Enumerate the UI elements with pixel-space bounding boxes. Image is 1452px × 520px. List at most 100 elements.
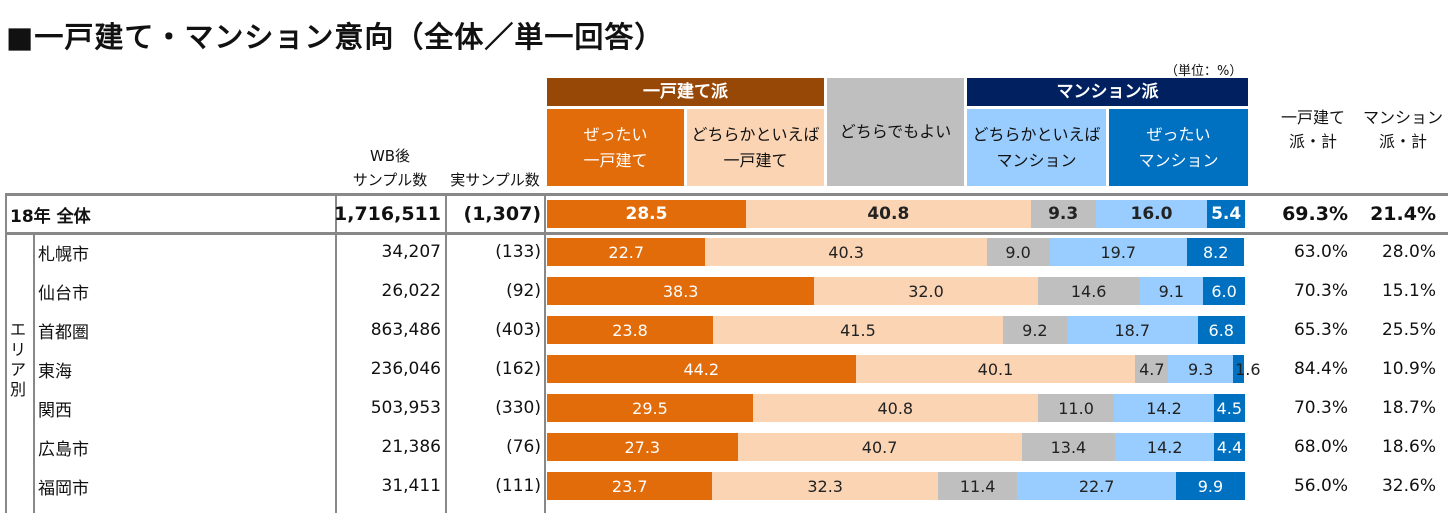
data-label: 14.2 xyxy=(1146,398,1182,418)
area-label: エリア別 xyxy=(9,320,26,399)
bar-segment: 5.4 xyxy=(1207,200,1245,228)
bar-segment: 16.0 xyxy=(1095,200,1208,228)
total-house-value: 84.4% xyxy=(1293,359,1348,379)
divider xyxy=(33,235,35,513)
total-mansion-value: 10.9% xyxy=(1381,359,1436,379)
bar-segment: 38.3 xyxy=(547,277,815,305)
bar-segment: 40.8 xyxy=(745,200,1031,228)
divider xyxy=(5,193,7,513)
data-label: 32.0 xyxy=(908,281,944,301)
data-label: 28.5 xyxy=(625,204,668,224)
bar-segment: 19.7 xyxy=(1049,238,1188,266)
data-label: 40.1 xyxy=(977,359,1014,379)
bar-segment: 23.8 xyxy=(547,316,714,344)
bar-segment: 14.2 xyxy=(1114,394,1214,422)
real-sample-count: (1,307) xyxy=(463,203,541,225)
header-rather-house: どちらかといえば 一戸建て xyxy=(687,109,824,186)
total-mansion-value: 28.0% xyxy=(1381,242,1436,262)
data-label: 9.1 xyxy=(1158,281,1185,301)
data-label: 4.4 xyxy=(1216,437,1243,457)
row-label: 仙台市 xyxy=(38,283,89,304)
total-mansion-value: 32.6% xyxy=(1381,476,1436,496)
data-label: 27.3 xyxy=(624,437,661,457)
bar-segment: 9.1 xyxy=(1139,277,1204,305)
total-house-value: 69.3% xyxy=(1282,203,1348,225)
row-label: 広島市 xyxy=(38,439,89,460)
bar-segment: 8.2 xyxy=(1187,238,1245,266)
real-sample-count: (403) xyxy=(495,320,541,340)
bar-segment: 1.6 xyxy=(1233,355,1261,383)
bar-segment: 27.3 xyxy=(547,433,738,461)
wb-sample-count: 34,207 xyxy=(381,242,441,262)
total-mansion-value: 21.4% xyxy=(1370,203,1436,225)
wb-sample-count: 863,486 xyxy=(370,320,441,340)
real-sample-count: (330) xyxy=(495,398,541,418)
row-label: 関西 xyxy=(38,400,72,421)
bar-segment: 28.5 xyxy=(547,200,746,228)
bar-segment: 22.7 xyxy=(547,238,706,266)
bar-segment: 40.3 xyxy=(705,238,987,266)
data-label: 4.5 xyxy=(1216,398,1242,418)
bar-segment: 18.7 xyxy=(1067,316,1198,344)
header-rather-mansion: どちらかといえば マンション xyxy=(967,109,1106,186)
real-sample-header: 実サンプル数 xyxy=(450,171,540,189)
wb-sample-count: 503,953 xyxy=(370,398,441,418)
bar-segment: 11.0 xyxy=(1037,394,1115,422)
data-label: 22.7 xyxy=(608,242,645,262)
data-label: 23.7 xyxy=(611,476,648,496)
data-label: 6.8 xyxy=(1208,320,1234,340)
data-label: 9.3 xyxy=(1048,204,1079,224)
data-label: 40.3 xyxy=(828,242,864,262)
data-label: 44.2 xyxy=(683,359,720,379)
bar-segment: 9.3 xyxy=(1168,355,1234,383)
bar-segment: 41.5 xyxy=(713,316,1003,344)
bar-segment: 29.5 xyxy=(547,394,753,422)
data-label: 40.8 xyxy=(867,204,910,224)
real-sample-count: (133) xyxy=(495,242,541,262)
data-label: 1.6 xyxy=(1235,359,1261,379)
data-label: 9.0 xyxy=(1005,242,1031,262)
divider xyxy=(335,193,337,513)
data-label: 32.3 xyxy=(807,476,843,496)
group-header-house: 一戸建て派 xyxy=(547,78,824,106)
data-label: 22.7 xyxy=(1078,476,1115,496)
data-label: 19.7 xyxy=(1100,242,1137,262)
bar-segment: 22.7 xyxy=(1017,472,1176,500)
bar-segment: 40.7 xyxy=(737,433,1022,461)
data-label: 38.3 xyxy=(662,281,699,301)
wb-sample-count: 21,386 xyxy=(381,437,441,457)
bar-segment: 13.4 xyxy=(1021,433,1116,461)
wb-sample-count: 26,022 xyxy=(381,281,441,301)
data-label: 13.4 xyxy=(1050,437,1087,457)
data-label: 11.4 xyxy=(959,476,996,496)
total-mansion-value: 25.5% xyxy=(1381,320,1436,340)
wb-sample-count: 31,411 xyxy=(381,476,441,496)
data-label: 11.0 xyxy=(1058,398,1094,418)
data-label: 14.2 xyxy=(1146,437,1183,457)
data-label: 5.4 xyxy=(1211,204,1242,224)
data-label: 18.7 xyxy=(1114,320,1151,340)
data-label: 40.7 xyxy=(861,437,898,457)
data-label: 6.0 xyxy=(1211,281,1237,301)
wb-sample-header: WB後 サンプル数 xyxy=(352,147,428,189)
data-label: 40.8 xyxy=(877,398,914,418)
unit-label: （単位：%） xyxy=(1165,64,1243,79)
data-label: 14.6 xyxy=(1070,281,1107,301)
header-neutral: どちらでもよい xyxy=(827,78,964,186)
row-label: 18年 全体 xyxy=(10,206,91,227)
data-label: 41.5 xyxy=(840,320,876,340)
real-sample-count: (162) xyxy=(495,359,541,379)
row-label: 東海 xyxy=(38,361,72,382)
bar-segment: 4.7 xyxy=(1135,355,1169,383)
bar-segment: 9.2 xyxy=(1002,316,1067,344)
data-label: 16.0 xyxy=(1130,204,1173,224)
real-sample-count: (111) xyxy=(495,476,541,496)
total-house-value: 68.0% xyxy=(1293,437,1348,457)
total-mansion-value: 18.6% xyxy=(1381,437,1436,457)
total-mansion-value: 18.7% xyxy=(1381,398,1436,418)
bar-segment: 4.4 xyxy=(1214,433,1245,461)
total-house-header: 一戸建て 派・計 xyxy=(1280,108,1345,151)
data-label: 23.8 xyxy=(612,320,648,340)
row-label: 首都圏 xyxy=(38,322,89,343)
bar-segment: 14.6 xyxy=(1037,277,1140,305)
